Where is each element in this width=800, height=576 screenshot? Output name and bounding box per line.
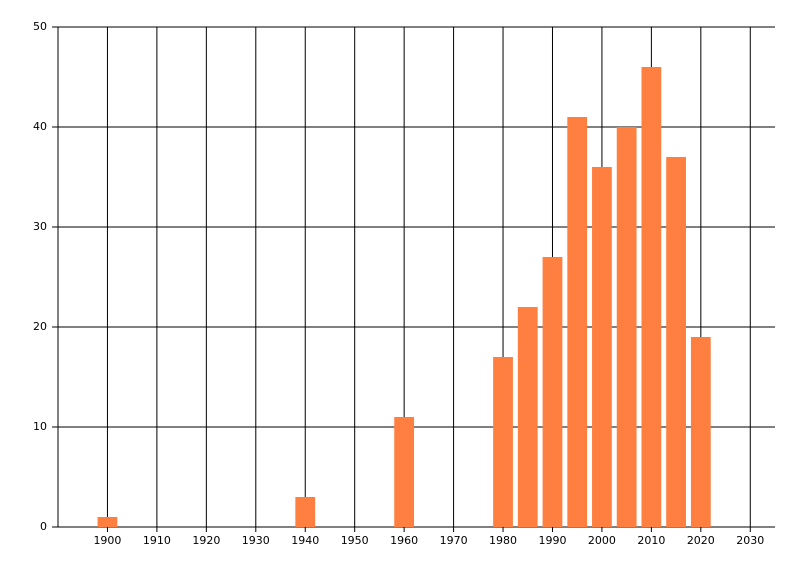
- bar: [592, 167, 612, 527]
- x-tick-label: 2000: [588, 534, 616, 547]
- bar: [517, 307, 538, 527]
- x-tick-label: 1900: [93, 534, 121, 547]
- x-tick-label: 1940: [291, 534, 319, 547]
- y-tick-label: 10: [33, 420, 47, 433]
- x-tick-label: 2020: [687, 534, 715, 547]
- bar: [295, 497, 316, 527]
- x-tick-label: 1930: [242, 534, 270, 547]
- x-tick-label: 1910: [143, 534, 171, 547]
- x-tick-label: 2030: [736, 534, 764, 547]
- bar: [567, 117, 588, 527]
- x-tick-label: 1980: [489, 534, 517, 547]
- x-tick-label: 2010: [637, 534, 665, 547]
- bar: [493, 357, 513, 527]
- bar: [666, 157, 686, 527]
- x-tick-label: 1950: [341, 534, 369, 547]
- y-tick-label: 50: [33, 20, 47, 33]
- bar: [97, 517, 118, 527]
- bar: [542, 257, 563, 527]
- x-tick-label: 1920: [192, 534, 220, 547]
- y-tick-label: 30: [33, 220, 47, 233]
- y-tick-label: 40: [33, 120, 47, 133]
- y-tick-label: 20: [33, 320, 47, 333]
- x-tick-label: 1970: [440, 534, 468, 547]
- x-tick-label: 1990: [538, 534, 566, 547]
- x-tick-label: 1960: [390, 534, 418, 547]
- bar: [690, 337, 711, 527]
- bar: [641, 67, 662, 527]
- bar: [394, 417, 415, 527]
- y-tick-label: 0: [40, 520, 47, 533]
- bar: [616, 127, 637, 527]
